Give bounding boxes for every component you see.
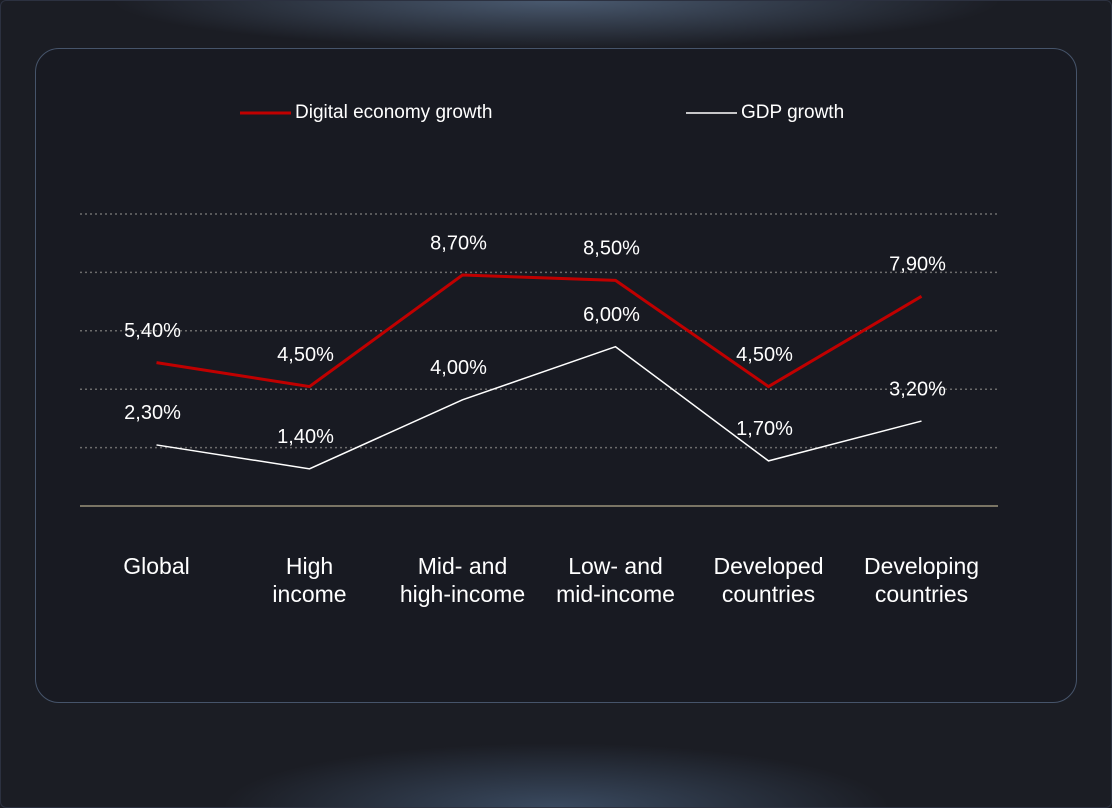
data-label: 7,90% — [889, 254, 946, 276]
x-tick-label: Low- and mid-income — [556, 553, 675, 607]
x-tick-label: High income — [272, 553, 347, 607]
x-tick-label: Developed countries — [713, 553, 824, 607]
x-tick-label: Mid- and high-income — [399, 553, 526, 607]
legend-label: Digital economy growth — [295, 102, 492, 123]
x-tick-label: Developing countries — [863, 553, 980, 607]
data-label: 2,30% — [124, 402, 181, 424]
data-label: 1,70% — [736, 418, 793, 440]
line-series — [156, 273, 923, 389]
panel — [35, 48, 1077, 703]
data-label: 4,50% — [277, 344, 334, 366]
legend-label: GDP growth — [741, 102, 844, 123]
data-label: 6,00% — [583, 304, 640, 326]
data-label: 5,40% — [124, 320, 181, 342]
data-label: 8,70% — [430, 232, 487, 254]
data-label: 4,50% — [736, 344, 793, 366]
data-label: 1,40% — [277, 426, 334, 448]
line-series — [156, 345, 922, 470]
x-tick-label: Global — [123, 553, 190, 579]
data-label: 3,20% — [889, 378, 946, 400]
data-label: 8,50% — [583, 238, 640, 260]
data-label: 4,00% — [430, 357, 487, 379]
